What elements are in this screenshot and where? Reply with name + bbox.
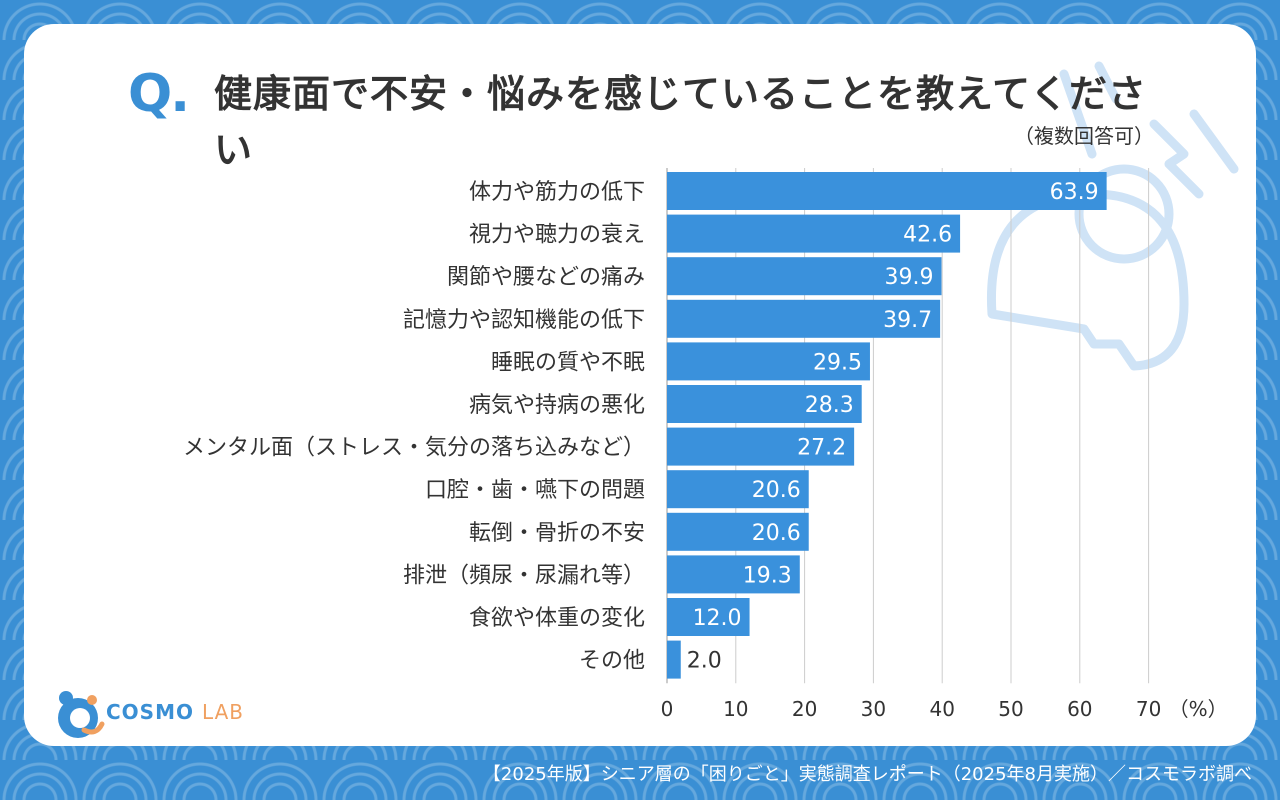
data-label: 2.0 xyxy=(687,649,722,674)
data-label: 39.9 xyxy=(885,265,934,290)
x-tick-label: 60 xyxy=(1067,697,1092,721)
data-label: 42.6 xyxy=(903,223,952,248)
data-label: 12.0 xyxy=(693,606,742,631)
category-label: 体力や筋力の低下 xyxy=(469,180,645,205)
category-label: 関節や腰などの痛み xyxy=(447,265,645,290)
category-label: 食欲や体重の変化 xyxy=(469,606,645,631)
x-unit-label: （%） xyxy=(1169,697,1228,721)
x-tick-label: 30 xyxy=(861,697,886,721)
category-label: その他 xyxy=(579,649,645,674)
x-tick-label: 0 xyxy=(661,697,674,721)
category-label: 病気や持病の悪化 xyxy=(469,393,645,418)
bar xyxy=(667,470,809,509)
cosmo-lab-logo-icon xyxy=(58,691,105,738)
source-footer: 【2025年版】シニア層の「困りごと」実態調査レポート（2025年8月実施）／コ… xyxy=(482,764,1252,785)
category-label: 記憶力や認知機能の低下 xyxy=(403,308,645,333)
x-tick-label: 10 xyxy=(723,697,748,721)
bar xyxy=(667,385,862,423)
category-label: 転倒・骨折の不安 xyxy=(469,521,645,546)
multiple-answer-note: （複数回答可） xyxy=(1014,124,1154,148)
x-tick-label: 70 xyxy=(1136,697,1161,721)
bar xyxy=(667,299,941,338)
bar xyxy=(667,598,750,636)
logo-sub-text: LAB xyxy=(201,700,244,724)
category-label: 視力や聴力の衰え xyxy=(469,223,645,248)
x-tick-label: 50 xyxy=(998,697,1023,721)
category-label: 口腔・歯・嚥下の問題 xyxy=(425,478,645,503)
bar xyxy=(667,172,1107,210)
category-label: 睡眠の質や不眠 xyxy=(491,350,645,375)
question-title: 健康面で不安・悩みを感じていることを教えてください xyxy=(214,72,1147,172)
data-label: 29.5 xyxy=(813,350,862,375)
worried-head-illustration xyxy=(986,61,1239,371)
bar xyxy=(667,640,681,679)
category-label: 排泄（頻尿・尿漏れ等） xyxy=(403,563,645,588)
category-label: メンタル面（ストレス・気分の落ち込みなど） xyxy=(183,436,645,461)
data-label: 39.7 xyxy=(883,308,932,333)
logo-wordmark: COSMO LAB xyxy=(106,700,244,724)
x-tick-label: 20 xyxy=(792,697,817,721)
bar-chart: 0 10 20 30 40 50 60 70 （%） 体力や筋力の低下 63.9 視力や聴力の衰え 42… xyxy=(183,168,1228,721)
x-tick-label: 40 xyxy=(929,697,954,721)
logo-main-text: COSMO xyxy=(106,700,194,724)
bar xyxy=(667,512,809,551)
chart-card: Q. 健康面で不安・悩みを感じていることを教えてください （複数回答可） 0 10… xyxy=(24,24,1256,746)
data-label: 19.3 xyxy=(743,563,792,588)
bar xyxy=(667,257,942,296)
bar xyxy=(667,427,855,466)
data-label: 20.6 xyxy=(752,521,801,546)
data-label: 28.3 xyxy=(805,393,854,418)
data-label: 20.6 xyxy=(752,478,801,503)
question-mark-label: Q. xyxy=(128,64,190,124)
bar xyxy=(667,555,800,594)
data-label: 27.2 xyxy=(797,436,846,461)
bar xyxy=(667,214,961,253)
data-label: 63.9 xyxy=(1050,180,1099,205)
bar xyxy=(667,342,870,381)
